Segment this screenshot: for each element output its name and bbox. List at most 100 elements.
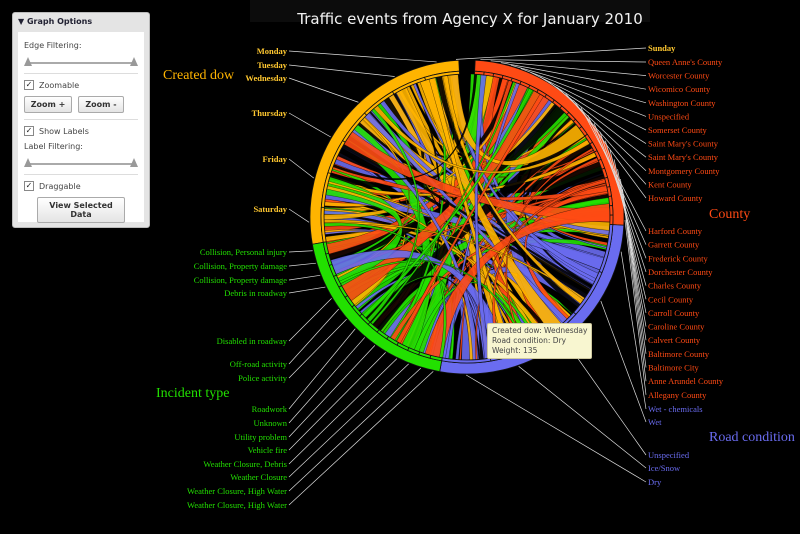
category-label[interactable]: Harford County bbox=[648, 226, 703, 236]
leader-line bbox=[288, 208, 310, 223]
category-label[interactable]: Off-road activity bbox=[230, 359, 288, 369]
chords[interactable] bbox=[323, 73, 611, 361]
leader-line bbox=[288, 319, 347, 379]
category-label[interactable]: Sunday bbox=[648, 43, 676, 53]
slider-min-handle[interactable] bbox=[24, 57, 32, 66]
show-labels-label: Show Labels bbox=[39, 126, 89, 136]
category-label[interactable]: Dorchester County bbox=[648, 267, 713, 277]
category-label[interactable]: Calvert County bbox=[648, 335, 701, 345]
zoomable-label: Zoomable bbox=[39, 80, 80, 90]
leader-line bbox=[624, 209, 647, 382]
leader-line bbox=[288, 337, 365, 424]
category-label[interactable]: Washington County bbox=[648, 98, 716, 108]
category-label[interactable]: Somerset County bbox=[648, 125, 708, 135]
edge-filtering-label: Edge Filtering: bbox=[24, 41, 82, 50]
leader-line bbox=[288, 298, 332, 342]
category-label[interactable]: Garrett County bbox=[648, 240, 700, 250]
category-label[interactable]: Monday bbox=[257, 46, 288, 56]
show-labels-checkbox[interactable]: ✓ Show Labels bbox=[24, 126, 138, 136]
category-label[interactable]: Howard County bbox=[648, 193, 703, 203]
category-label[interactable]: Collision, Property damage bbox=[194, 261, 287, 271]
category-label[interactable]: Collision, Personal injury bbox=[200, 247, 288, 257]
category-label[interactable]: Roadwork bbox=[252, 404, 288, 414]
category-label[interactable]: Weather Closure bbox=[230, 472, 287, 482]
category-label[interactable]: Montgomery County bbox=[648, 166, 720, 176]
label-filtering-label: Label Filtering: bbox=[24, 142, 84, 151]
category-label[interactable]: Collision, Property damage bbox=[194, 275, 287, 285]
slider-max-handle[interactable] bbox=[130, 158, 138, 167]
category-label[interactable]: Queen Anne's County bbox=[648, 57, 723, 67]
leader-line bbox=[490, 60, 647, 76]
leader-line bbox=[565, 340, 647, 456]
leader-line bbox=[288, 328, 356, 410]
category-label[interactable]: Anne Arundel County bbox=[648, 376, 724, 386]
category-label[interactable]: Disabled in roadway bbox=[217, 336, 288, 346]
category-label[interactable]: Caroline County bbox=[648, 322, 705, 332]
category-label[interactable]: Friday bbox=[262, 154, 287, 164]
category-segment[interactable] bbox=[609, 205, 614, 216]
label-filtering-slider[interactable] bbox=[24, 157, 138, 171]
checkmark-icon: ✓ bbox=[24, 181, 34, 191]
leader-line bbox=[288, 308, 339, 365]
leader-line bbox=[288, 64, 395, 77]
leader-line bbox=[623, 199, 647, 368]
leader-line bbox=[288, 112, 331, 138]
category-label[interactable]: Weather Closure, High Water bbox=[187, 486, 287, 496]
slider-track bbox=[26, 163, 136, 165]
category-label[interactable]: Wet bbox=[648, 417, 662, 427]
leader-line bbox=[288, 345, 376, 438]
category-label[interactable]: Cecil County bbox=[648, 294, 694, 304]
category-label[interactable]: Unspecified bbox=[648, 111, 690, 121]
category-label[interactable]: Police activity bbox=[238, 373, 288, 383]
category-label[interactable]: Unspecified bbox=[648, 450, 690, 460]
category-segment[interactable] bbox=[608, 195, 613, 207]
category-label[interactable]: Baltimore County bbox=[648, 349, 710, 359]
divider bbox=[24, 73, 138, 74]
zoom-in-button[interactable]: Zoom + bbox=[24, 96, 72, 113]
category-label[interactable]: Charles County bbox=[648, 281, 702, 291]
tooltip-source: Created dow: Wednesday bbox=[492, 326, 588, 335]
slider-min-handle[interactable] bbox=[24, 158, 32, 167]
view-selected-data-button[interactable]: View Selected Data bbox=[37, 197, 125, 223]
category-segment[interactable] bbox=[474, 70, 485, 76]
leader-line bbox=[587, 115, 647, 245]
category-label[interactable]: Tuesday bbox=[257, 60, 288, 70]
category-label[interactable]: Worcester County bbox=[648, 71, 710, 81]
category-label[interactable]: Frederick County bbox=[648, 253, 708, 263]
category-label[interactable]: Dry bbox=[648, 477, 662, 487]
category-label[interactable]: Vehicle fire bbox=[248, 445, 288, 455]
title-background bbox=[250, 0, 650, 22]
category-label[interactable]: Baltimore City bbox=[648, 363, 700, 373]
category-label[interactable]: Saint Mary's County bbox=[648, 139, 719, 149]
category-segment[interactable] bbox=[609, 214, 614, 226]
category-segment[interactable] bbox=[322, 241, 330, 255]
category-label[interactable]: Carroll County bbox=[648, 308, 700, 318]
leader-line bbox=[288, 358, 398, 465]
category-label[interactable]: Allegany County bbox=[648, 390, 707, 400]
category-label[interactable]: Wet - chemicals bbox=[648, 404, 703, 414]
category-label[interactable]: Kent County bbox=[648, 179, 692, 189]
slider-max-handle[interactable] bbox=[130, 57, 138, 66]
category-label[interactable]: Weather Closure, Debris bbox=[203, 459, 287, 469]
category-label[interactable]: Thursday bbox=[252, 108, 288, 118]
category-label[interactable]: Utility problem bbox=[234, 432, 287, 442]
category-label[interactable]: Saint Mary's County bbox=[648, 152, 719, 162]
zoomable-checkbox[interactable]: ✓ Zoomable bbox=[24, 80, 138, 90]
category-label[interactable]: Wicomico County bbox=[648, 84, 711, 94]
category-label[interactable]: Saturday bbox=[253, 204, 287, 214]
leader-line bbox=[465, 374, 647, 483]
category-label[interactable]: Unknown bbox=[253, 418, 287, 428]
category-label[interactable]: Ice/Snow bbox=[648, 463, 681, 473]
draggable-checkbox[interactable]: ✓ Draggable bbox=[24, 181, 138, 191]
edge-filtering-slider[interactable] bbox=[24, 56, 138, 70]
leader-line bbox=[620, 251, 647, 410]
graph-options-header[interactable]: ▼ Graph Options bbox=[13, 13, 149, 31]
tooltip-weight: Weight: 135 bbox=[492, 346, 538, 355]
category-segment[interactable] bbox=[424, 70, 460, 81]
category-label[interactable]: Wednesday bbox=[245, 73, 287, 83]
leader-line bbox=[288, 158, 315, 179]
category-label[interactable]: Weather Closure, High Water bbox=[187, 500, 287, 510]
zoom-out-button[interactable]: Zoom - bbox=[78, 96, 124, 113]
category-label[interactable]: Debris in roadway bbox=[224, 288, 288, 298]
